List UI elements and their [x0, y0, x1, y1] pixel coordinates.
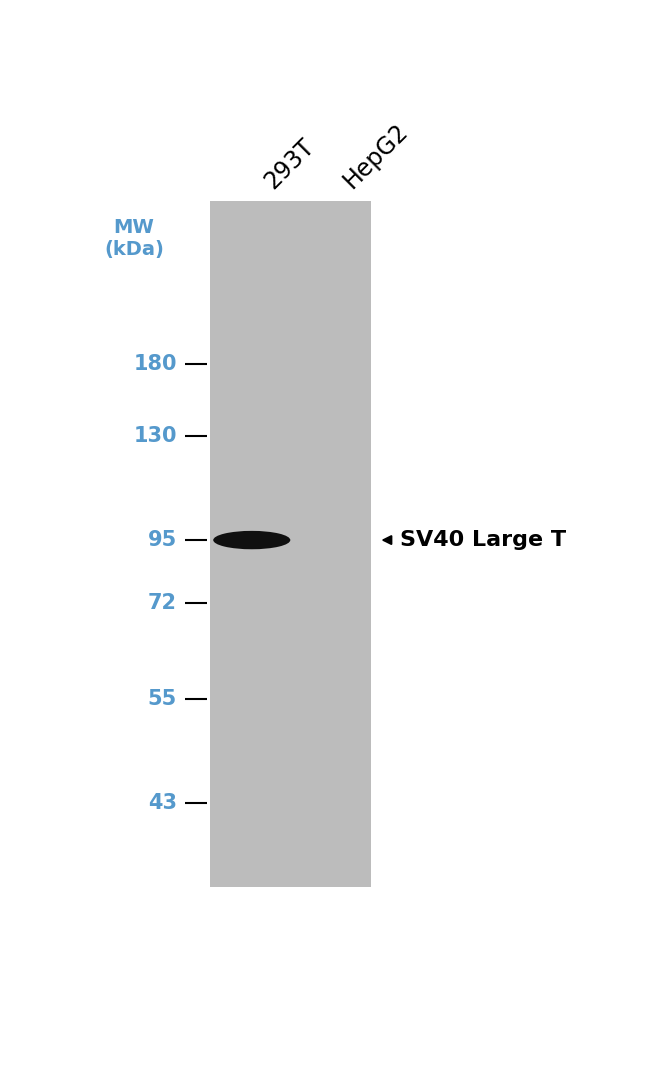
Text: 43: 43: [148, 794, 177, 813]
Text: SV40 Large T: SV40 Large T: [400, 530, 566, 551]
Text: HepG2: HepG2: [338, 119, 412, 193]
Text: 95: 95: [148, 530, 177, 551]
Bar: [210, 201, 371, 887]
Text: 293T: 293T: [260, 134, 319, 193]
Text: 130: 130: [133, 426, 177, 445]
Ellipse shape: [213, 531, 291, 550]
Text: MW
(kDa): MW (kDa): [104, 218, 164, 260]
Text: 72: 72: [148, 593, 177, 613]
Text: 55: 55: [148, 689, 177, 709]
Text: 180: 180: [133, 354, 177, 375]
